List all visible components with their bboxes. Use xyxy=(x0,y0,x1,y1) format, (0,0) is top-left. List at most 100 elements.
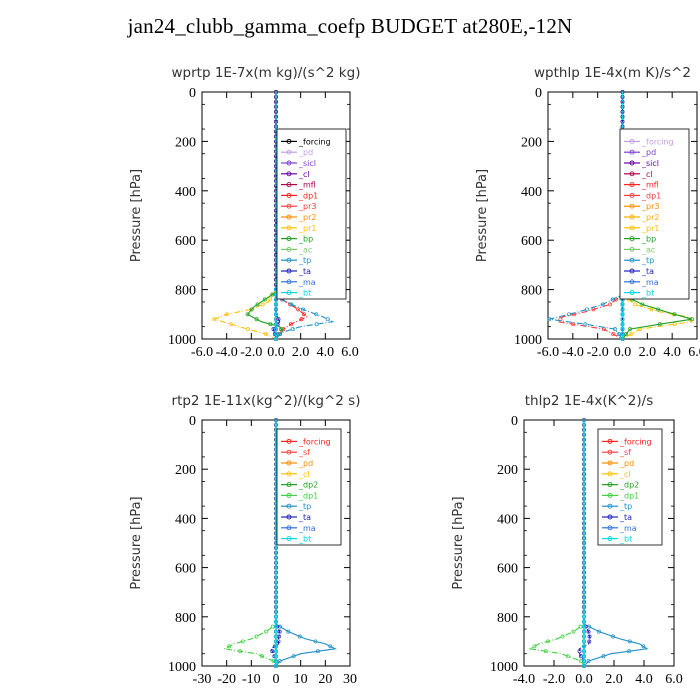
y-tick-label: 0 xyxy=(189,86,196,101)
series-point xyxy=(274,634,278,639)
series-point xyxy=(620,332,625,337)
series-point xyxy=(238,649,243,654)
legend-entry: _pr1 xyxy=(641,224,659,233)
legend-entry: _pd xyxy=(619,459,634,468)
series-point xyxy=(274,659,278,664)
series-point xyxy=(291,654,296,659)
legend-entry: _ma xyxy=(641,278,659,287)
legend-entry: _forcing xyxy=(619,437,652,446)
legend-entry: _sicl xyxy=(298,159,316,168)
legend-marker xyxy=(607,514,613,520)
x-tick-label: -2.0 xyxy=(543,672,565,687)
legend-marker xyxy=(629,160,635,166)
x-tick-label: -10 xyxy=(242,672,261,687)
series-line xyxy=(246,92,283,340)
legend-marker xyxy=(629,246,635,252)
x-tick-label: 10 xyxy=(294,672,308,687)
series-point xyxy=(611,332,616,337)
legend-entry: _forcing xyxy=(298,437,331,446)
series-point xyxy=(597,629,601,634)
series-point xyxy=(566,654,570,659)
y-tick-label: 800 xyxy=(521,284,542,299)
legend-entry: _pr1 xyxy=(298,224,316,233)
series-point xyxy=(227,644,232,649)
legend-entry: _tp xyxy=(619,502,632,511)
series-point xyxy=(274,297,278,302)
legend-marker xyxy=(286,214,292,220)
x-tick-label: 0.0 xyxy=(575,672,593,687)
series-point xyxy=(532,644,537,649)
series-point xyxy=(274,332,278,337)
series-point xyxy=(586,629,591,634)
legend-marker xyxy=(286,492,292,498)
series-point xyxy=(620,322,625,327)
series-point xyxy=(286,629,291,634)
y-tick-label: 600 xyxy=(175,234,196,249)
legend-marker xyxy=(629,214,635,220)
series-point xyxy=(582,619,586,624)
x-tick-label: 2.0 xyxy=(292,345,310,360)
legend-marker xyxy=(286,525,292,531)
y-tick-label: 800 xyxy=(175,284,196,299)
legend-marker xyxy=(286,203,292,209)
y-tick-label: 400 xyxy=(175,512,196,527)
series-point xyxy=(620,302,625,307)
series-point xyxy=(254,634,259,639)
y-axis-label: Pressure [hPa] xyxy=(451,496,466,589)
legend-marker xyxy=(286,482,292,488)
legend-marker xyxy=(629,171,635,177)
series-point xyxy=(302,312,306,317)
legend-entry: _forcing xyxy=(298,137,331,146)
series-line xyxy=(578,420,591,666)
legend-entry: _ta xyxy=(641,267,654,276)
series-point xyxy=(299,317,304,322)
series-point xyxy=(601,654,606,659)
y-tick-label: 800 xyxy=(175,611,196,626)
series-point xyxy=(610,297,615,302)
legend-marker xyxy=(607,492,613,498)
series-point xyxy=(613,327,617,332)
legend-marker xyxy=(286,192,292,198)
x-tick-label: -20 xyxy=(217,672,236,687)
y-tick-label: 200 xyxy=(521,135,542,150)
legend-entry: _cl xyxy=(619,470,631,479)
series-point xyxy=(270,292,275,297)
legend-entry: _cl xyxy=(298,170,310,179)
y-tick-label: 800 xyxy=(497,611,518,626)
series-point xyxy=(582,649,586,654)
series-point xyxy=(672,312,677,317)
legend-marker xyxy=(607,525,613,531)
legend-entry: _mfl xyxy=(298,181,316,190)
series-point xyxy=(297,634,302,639)
legend-marker xyxy=(607,438,613,444)
legend-entry: _dp1 xyxy=(641,191,661,200)
series-point xyxy=(586,659,591,664)
legend-marker xyxy=(286,268,292,274)
series-point xyxy=(624,332,629,337)
legend-marker xyxy=(607,536,613,542)
series-point xyxy=(611,634,615,639)
series-point xyxy=(328,644,333,649)
legend-entry: _cl xyxy=(641,170,653,179)
series-point xyxy=(264,332,269,337)
series-point xyxy=(289,302,294,307)
series-point xyxy=(270,624,275,629)
legend-entry: _bt xyxy=(298,535,311,544)
legend-entry: _pd xyxy=(298,459,313,468)
series-point xyxy=(616,332,621,337)
legend: _forcing _pd _sicl _cl _mfl_dp1 _pr3 _pr2 _pr1 _… xyxy=(276,128,347,300)
y-axis-label: Pressure [hPa] xyxy=(129,496,144,589)
series-point xyxy=(620,327,625,332)
series-point xyxy=(274,664,278,668)
series-point xyxy=(262,297,267,302)
series-point xyxy=(240,639,245,644)
legend-entry: _mfl xyxy=(641,181,659,190)
legend: _forcing _sf _pd _cl _dp2_dp1 _tp _ta _ma _bt xyxy=(276,428,342,546)
series-point xyxy=(641,644,646,649)
legend-entry: _dp1 xyxy=(619,491,639,500)
series-point xyxy=(255,302,260,307)
y-tick-label: 400 xyxy=(175,185,196,200)
series-point xyxy=(325,317,330,322)
legend-entry: _cl xyxy=(298,470,310,479)
legend-entry: _forcing xyxy=(641,137,674,146)
